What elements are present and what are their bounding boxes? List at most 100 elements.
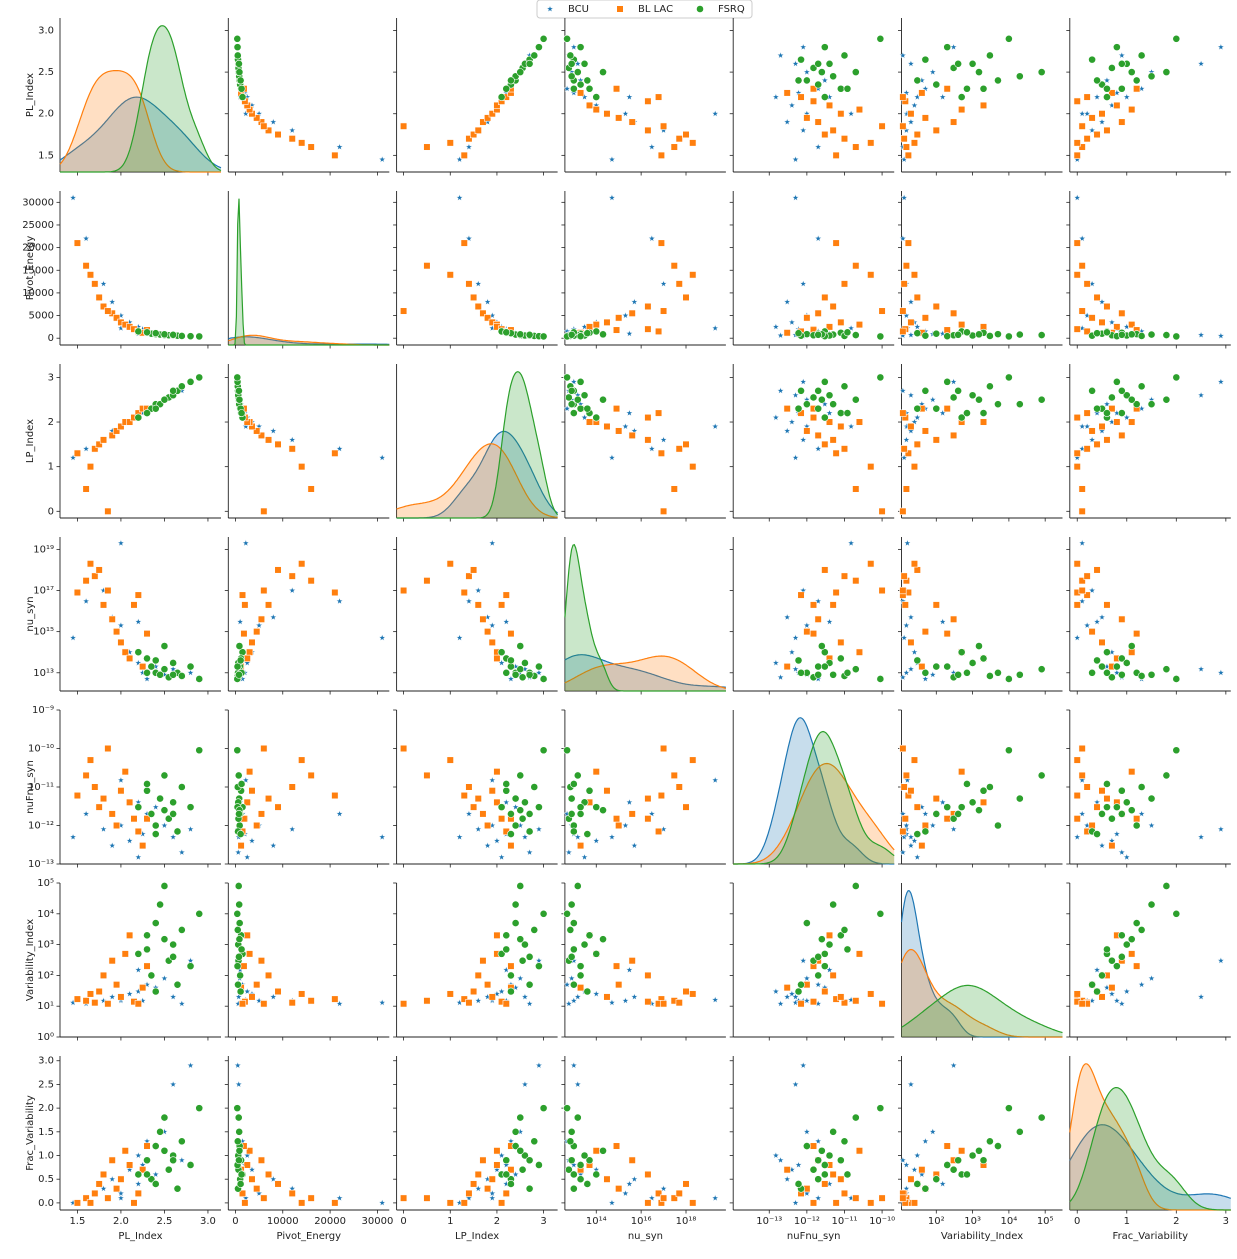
circle-marker: [235, 395, 244, 404]
circle-marker: [147, 662, 156, 671]
circle-marker: [235, 670, 243, 679]
circle-marker: [949, 1165, 958, 1174]
circle-marker: [1004, 675, 1013, 683]
square-marker: [488, 787, 496, 795]
star-marker: [82, 597, 90, 605]
square-marker: [1113, 323, 1121, 331]
star-marker: [910, 101, 919, 109]
circle-marker: [1108, 673, 1116, 682]
square-marker: [95, 1180, 103, 1188]
square-marker: [829, 1170, 837, 1179]
circle-marker: [580, 940, 589, 949]
circle-marker: [921, 827, 930, 836]
square-marker: [73, 995, 82, 1003]
square-marker: [108, 615, 116, 623]
circle-marker: [943, 662, 952, 671]
square-marker: [143, 630, 151, 638]
star-marker: [711, 776, 719, 784]
star-marker: [788, 648, 796, 656]
density-area: [1069, 1087, 1231, 1210]
circle-marker: [567, 1127, 576, 1136]
circle-marker: [797, 668, 805, 677]
square-marker: [1103, 794, 1111, 803]
circle-marker: [1004, 373, 1013, 382]
circle-marker: [802, 919, 811, 927]
circle-marker: [1162, 68, 1171, 77]
square-marker: [832, 1199, 840, 1207]
circle-marker: [195, 909, 204, 918]
x-tick-label: 10³: [964, 1216, 981, 1227]
star-marker: [1147, 821, 1156, 829]
star-marker: [474, 825, 483, 833]
square-marker: [1078, 771, 1086, 780]
star-marker: [938, 617, 947, 626]
circle-marker: [913, 830, 922, 838]
circle-marker: [156, 1127, 164, 1136]
square-marker: [654, 1189, 663, 1198]
square-marker: [644, 971, 652, 979]
square-marker: [307, 577, 315, 585]
square-marker: [682, 803, 690, 811]
square-marker: [907, 1175, 915, 1183]
density-line: [396, 371, 559, 519]
circle-marker: [173, 827, 182, 836]
circle-marker: [564, 393, 573, 402]
square-marker: [73, 449, 82, 457]
square-marker: [82, 1194, 90, 1202]
circle-marker: [592, 949, 601, 958]
square-marker: [783, 405, 791, 413]
star-marker: [378, 1198, 386, 1207]
star-marker: [799, 279, 808, 288]
circle-marker: [921, 1184, 930, 1193]
square-marker: [298, 139, 306, 147]
square-marker: [659, 1194, 668, 1202]
square-marker: [902, 485, 910, 493]
square-marker: [104, 307, 112, 315]
square-marker: [585, 418, 594, 426]
square-marker: [900, 280, 908, 288]
square-marker: [797, 93, 805, 101]
y-tick-label: 3: [48, 372, 54, 383]
circle-marker: [820, 1161, 829, 1169]
square-marker: [1133, 962, 1141, 970]
circle-marker: [518, 673, 527, 682]
square-marker: [689, 271, 697, 279]
star-marker: [847, 539, 855, 547]
square-marker: [1078, 1000, 1086, 1008]
circle-marker: [1127, 642, 1136, 650]
density-group: [733, 717, 895, 865]
circle-marker: [235, 935, 244, 944]
square-marker: [682, 987, 690, 996]
star-marker: [567, 974, 576, 982]
square-marker: [1073, 463, 1081, 471]
square-marker: [469, 987, 478, 996]
star-marker: [630, 992, 639, 1001]
star-marker: [69, 193, 77, 202]
star-marker: [269, 992, 278, 1001]
square-marker: [1113, 101, 1121, 110]
square-marker: [950, 431, 958, 440]
circle-marker: [817, 642, 826, 650]
circle-marker: [876, 675, 885, 683]
square-marker: [821, 130, 829, 139]
circle-marker: [516, 882, 525, 890]
circle-marker: [235, 1146, 244, 1155]
star-marker: [1147, 974, 1156, 982]
square-marker: [913, 440, 921, 448]
square-marker: [902, 143, 910, 151]
circle-marker: [186, 803, 195, 812]
star-marker: [169, 992, 177, 1001]
square-marker: [803, 314, 811, 322]
square-marker: [274, 566, 282, 574]
square-marker: [1073, 815, 1081, 823]
square-marker: [253, 981, 261, 989]
circle-marker: [794, 987, 803, 996]
square-marker: [1073, 413, 1081, 422]
square-marker: [867, 139, 875, 147]
star-marker: [1113, 996, 1121, 1005]
square-marker: [899, 307, 907, 315]
star-marker: [563, 980, 571, 988]
square-marker: [238, 591, 247, 599]
circle-marker: [1103, 409, 1111, 418]
square-marker: [1118, 118, 1126, 126]
